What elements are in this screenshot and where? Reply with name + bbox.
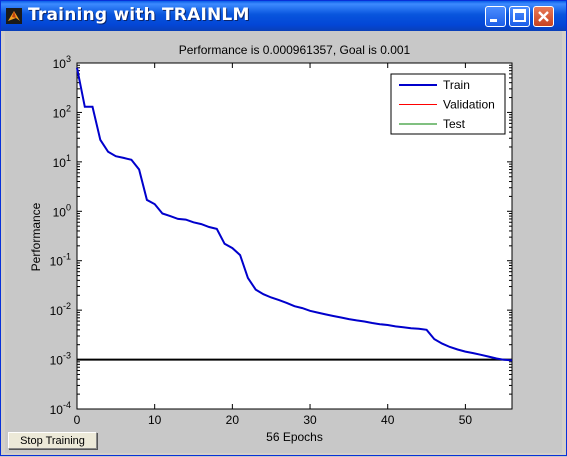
title-bar[interactable]: Training with TRAINLM <box>1 1 566 31</box>
y-axis-label: Performance <box>29 202 43 272</box>
maximize-icon <box>513 9 526 22</box>
close-button[interactable] <box>533 6 554 27</box>
y-tick-label: 10-3 <box>50 351 71 368</box>
close-icon <box>538 11 549 22</box>
x-tick-label: 30 <box>303 413 317 427</box>
x-tick-label: 40 <box>381 413 395 427</box>
legend-label: Train <box>443 78 470 92</box>
plot-title: Performance is 0.000961357, Goal is 0.00… <box>178 43 411 57</box>
minimize-button[interactable] <box>485 6 506 27</box>
legend-label: Validation <box>443 98 495 112</box>
y-tick-label: 102 <box>53 103 71 120</box>
x-tick-label: 10 <box>148 413 162 427</box>
train-series-line <box>76 67 513 362</box>
x-tick-label: 50 <box>459 413 473 427</box>
x-axis-label: 56 Epochs <box>266 430 323 444</box>
y-tick-label: 103 <box>53 54 71 71</box>
legend: Train Validation Test <box>390 73 506 135</box>
y-tick-label: 101 <box>53 153 71 170</box>
matlab-app-icon <box>6 8 22 24</box>
window-title: Training with TRAINLM <box>28 5 250 25</box>
stop-training-button[interactable]: Stop Training <box>8 432 97 449</box>
maximize-button[interactable] <box>509 6 530 27</box>
legend-label: Test <box>443 117 466 131</box>
x-tick-label: 0 <box>74 413 81 427</box>
x-tick-label: 20 <box>226 413 240 427</box>
y-tick-label: 10-2 <box>50 301 71 318</box>
y-tick-label: 10-4 <box>50 400 71 417</box>
y-tick-label: 10-1 <box>50 252 71 269</box>
minimize-icon <box>490 19 497 22</box>
y-tick-label: 100 <box>53 202 71 219</box>
